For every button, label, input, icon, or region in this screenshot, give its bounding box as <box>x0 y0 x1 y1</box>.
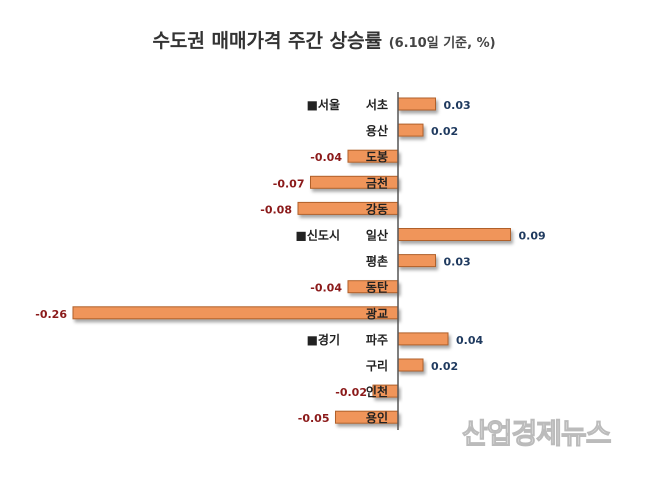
chart-subtitle: (6.10일 기준, %) <box>388 36 496 51</box>
category-label: 인천 <box>366 384 388 399</box>
category-label: 광교 <box>366 306 388 321</box>
value-label: -0.08 <box>260 203 292 216</box>
bar-파주 <box>397 332 449 346</box>
group-label: ■신도시 <box>296 228 340 243</box>
category-label: 서초 <box>366 97 388 112</box>
value-label: 0.03 <box>444 256 471 269</box>
value-label: -0.04 <box>310 282 342 295</box>
category-label: 파주 <box>366 332 388 347</box>
bar-용산 <box>397 123 424 137</box>
chart-title: 수도권 매매가격 주간 상승률 (6.10일 기준, %) <box>0 26 648 53</box>
category-label: 용산 <box>366 123 388 138</box>
group-label: ■서울 <box>307 97 340 112</box>
category-label: 강동 <box>366 202 388 216</box>
value-label: 0.04 <box>456 334 483 347</box>
bar-구리 <box>397 358 424 372</box>
value-label: -0.02 <box>335 386 367 399</box>
category-label: 도봉 <box>366 150 388 164</box>
value-label: 0.02 <box>431 360 458 373</box>
bar-서초 <box>397 97 436 111</box>
value-label: -0.05 <box>298 412 330 425</box>
category-label: 용인 <box>366 410 388 425</box>
value-label: 0.09 <box>519 230 546 243</box>
category-label: 동탄 <box>366 280 388 295</box>
bar-일산 <box>397 228 511 241</box>
bar-평촌 <box>397 254 436 268</box>
value-label: 0.02 <box>431 125 458 138</box>
value-label: -0.04 <box>310 151 342 164</box>
category-label: 일산 <box>366 228 388 243</box>
value-label: 0.03 <box>444 99 471 112</box>
category-label: 평촌 <box>366 254 388 269</box>
value-label: -0.07 <box>273 177 305 190</box>
category-label: 구리 <box>366 358 388 373</box>
title-text: 수도권 매매가격 주간 상승률 <box>152 30 383 52</box>
group-label: ■경기 <box>307 332 340 347</box>
value-label: -0.26 <box>35 308 67 321</box>
category-label: 금천 <box>366 175 388 190</box>
watermark: 산업경제뉴스 <box>462 417 613 451</box>
bar-광교 <box>72 306 399 320</box>
